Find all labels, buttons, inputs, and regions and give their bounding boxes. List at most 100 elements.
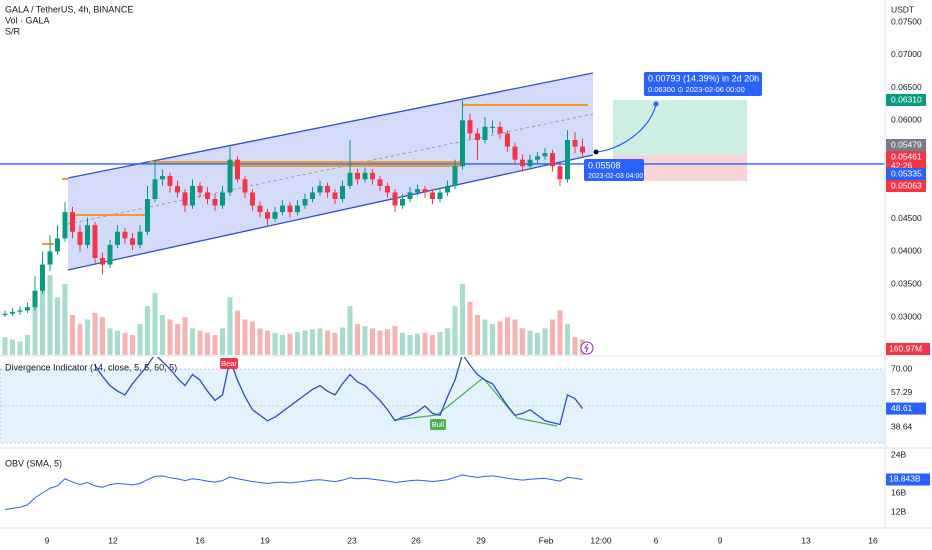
- y-tick-label: 38.64: [891, 421, 913, 431]
- price-label: 0.05479: [891, 139, 922, 149]
- candle-body: [302, 199, 308, 206]
- divergence-line: [94, 357, 584, 426]
- candle-body: [377, 179, 383, 186]
- volume-bar: [557, 310, 563, 355]
- volume-bar: [527, 330, 533, 355]
- candle-body: [55, 238, 60, 252]
- candle-body: [490, 126, 495, 128]
- volume-bar: [302, 330, 308, 355]
- y-tick-label: 0.04500: [891, 213, 922, 223]
- candle-body: [250, 192, 255, 206]
- volume-bar: [430, 335, 435, 355]
- candle-body: [385, 185, 390, 193]
- volume-bar: [235, 310, 240, 355]
- volume-bar: [340, 327, 345, 355]
- volume-bar: [272, 332, 278, 355]
- obv-line: [4, 474, 583, 511]
- entry-time: 2023-02-03 04:00: [588, 173, 643, 180]
- x-tick-label: 16: [195, 535, 205, 545]
- candle-body: [460, 120, 465, 167]
- volume-bar: [572, 337, 578, 355]
- y-tick-label: 0.06500: [891, 82, 922, 92]
- candle-body: [332, 192, 338, 199]
- candle-body: [340, 185, 345, 199]
- candle-body: [565, 140, 570, 180]
- candle-body: [137, 231, 143, 245]
- volume-bar: [445, 328, 450, 355]
- current-label: 48.61: [891, 403, 913, 413]
- x-tick-label: 9: [45, 535, 50, 545]
- x-tick-label: 23: [347, 535, 357, 545]
- candle-body: [100, 258, 105, 265]
- candle-body: [347, 172, 353, 186]
- volume-bar: [242, 319, 248, 355]
- price-label: 0.05461: [891, 151, 922, 161]
- y-tick-label: 0.03000: [891, 311, 922, 321]
- volume-bar: [92, 312, 98, 355]
- candle-body: [265, 212, 270, 219]
- x-tick-label: 12: [108, 535, 118, 545]
- volume-bar: [227, 297, 233, 355]
- volume-bar: [385, 329, 390, 355]
- volume-bar: [85, 319, 90, 355]
- volume-bar: [160, 315, 165, 355]
- volume-bar: [370, 328, 375, 355]
- volume-bar: [122, 332, 128, 355]
- volume-bar: [512, 319, 518, 355]
- volume-bar: [205, 332, 210, 355]
- y-tick-label: 12B: [891, 506, 906, 516]
- y-tick-label: 70.00: [891, 363, 913, 373]
- price-label: 0.05063: [891, 180, 922, 190]
- candle-body: [70, 212, 75, 232]
- candle-body: [325, 185, 330, 193]
- volume-bar: [505, 317, 510, 355]
- y-tick-label: 0.07500: [891, 16, 922, 26]
- candle-body: [272, 212, 278, 219]
- candle-body: [415, 189, 420, 193]
- candle-body: [152, 179, 158, 199]
- volume-bar: [482, 319, 488, 355]
- target-detail: 0.06300 ⊙ 2023-02-06 00:00: [648, 85, 745, 94]
- volume-bar: [460, 283, 465, 355]
- candle-body: [407, 192, 413, 199]
- candle-body: [32, 290, 38, 308]
- volume-bar: [107, 328, 113, 355]
- volume-bar: [17, 341, 23, 355]
- y-tick-label: 24B: [891, 449, 906, 459]
- study-title: S/R: [5, 26, 21, 36]
- volume-bar: [497, 321, 503, 355]
- candle-body: [212, 199, 218, 206]
- volume-bar: [2, 337, 8, 355]
- candle-body: [400, 199, 405, 206]
- candle-body: [17, 310, 23, 312]
- volume-bar: [55, 297, 60, 355]
- x-tick-label: Feb: [539, 535, 554, 545]
- x-tick-label: 16: [868, 535, 878, 545]
- volume-bar: [115, 330, 120, 355]
- candle-body: [130, 238, 135, 245]
- candle-body: [572, 140, 578, 147]
- candle-body: [430, 192, 435, 199]
- volume-bar: [310, 329, 315, 355]
- candle-body: [160, 176, 165, 180]
- candle-body: [280, 205, 285, 213]
- candle-body: [505, 133, 510, 147]
- volume-bar: [475, 315, 480, 355]
- obv-tag: [886, 473, 930, 486]
- current-tag: [886, 402, 926, 415]
- volume-bar: [520, 328, 525, 355]
- candle-body: [40, 264, 45, 291]
- candle-body: [550, 153, 555, 167]
- candle-body: [535, 156, 540, 160]
- divergence-title: Divergence Indicator (14, close, 5, 5, 6…: [5, 362, 177, 372]
- volume-bar: [422, 332, 428, 355]
- candle-body: [527, 159, 533, 167]
- x-tick-label: 9: [718, 535, 723, 545]
- candle-body: [10, 311, 15, 314]
- candle-body: [47, 251, 53, 265]
- entry-dot: [593, 149, 599, 155]
- volume-bar: [362, 326, 368, 355]
- candle-body: [107, 244, 113, 265]
- volume-bar: [40, 288, 45, 355]
